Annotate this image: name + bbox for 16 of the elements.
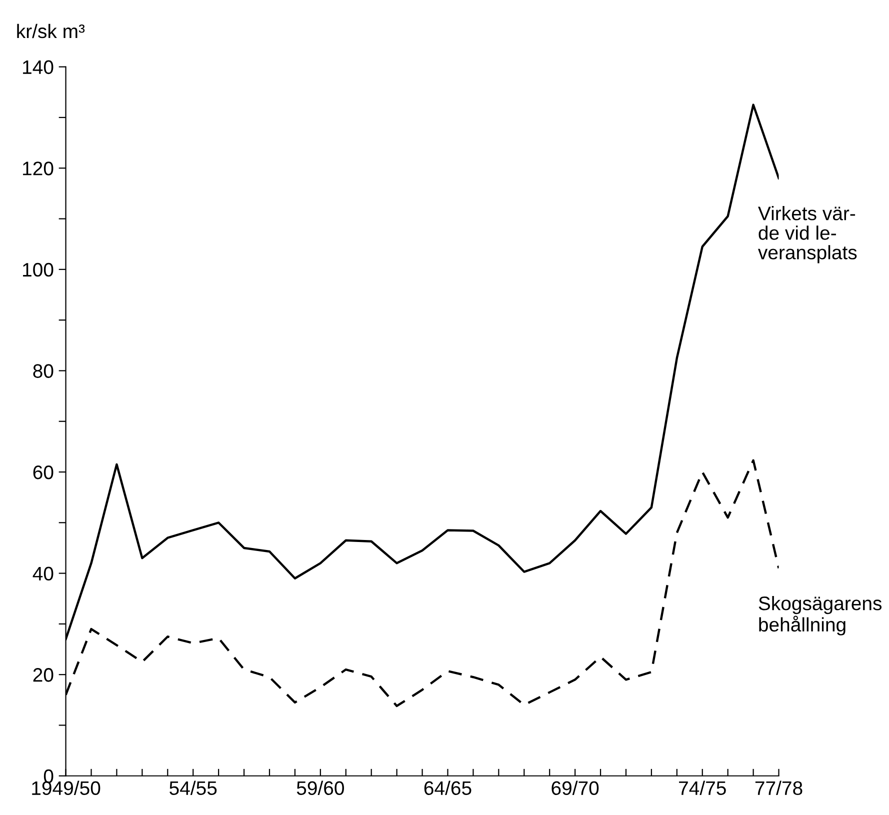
y-tick-label: 100 [23, 262, 54, 277]
y-tick-label: 80 [33, 364, 54, 378]
y-tick-label: 140 [23, 60, 54, 74]
y-axis-title: kr/sk m³ [17, 24, 85, 38]
x-tick-label: 69/70 [552, 780, 599, 796]
series-label: Virkets vär- de vid le- veransplats [758, 206, 857, 264]
y-tick-label: 120 [23, 162, 54, 176]
y-tick-label: 20 [33, 668, 54, 682]
x-tick-label: 59/60 [296, 780, 344, 796]
series-label: Skogsägarens behållning [758, 596, 882, 636]
y-tick-label: 60 [33, 465, 54, 480]
x-tick-label: 64/65 [424, 780, 472, 796]
x-tick-label: 77/78 [755, 780, 802, 796]
x-tick-label: 54/55 [170, 780, 217, 796]
y-tick-label: 40 [32, 566, 54, 581]
x-tick-label: 74/75 [679, 780, 726, 796]
